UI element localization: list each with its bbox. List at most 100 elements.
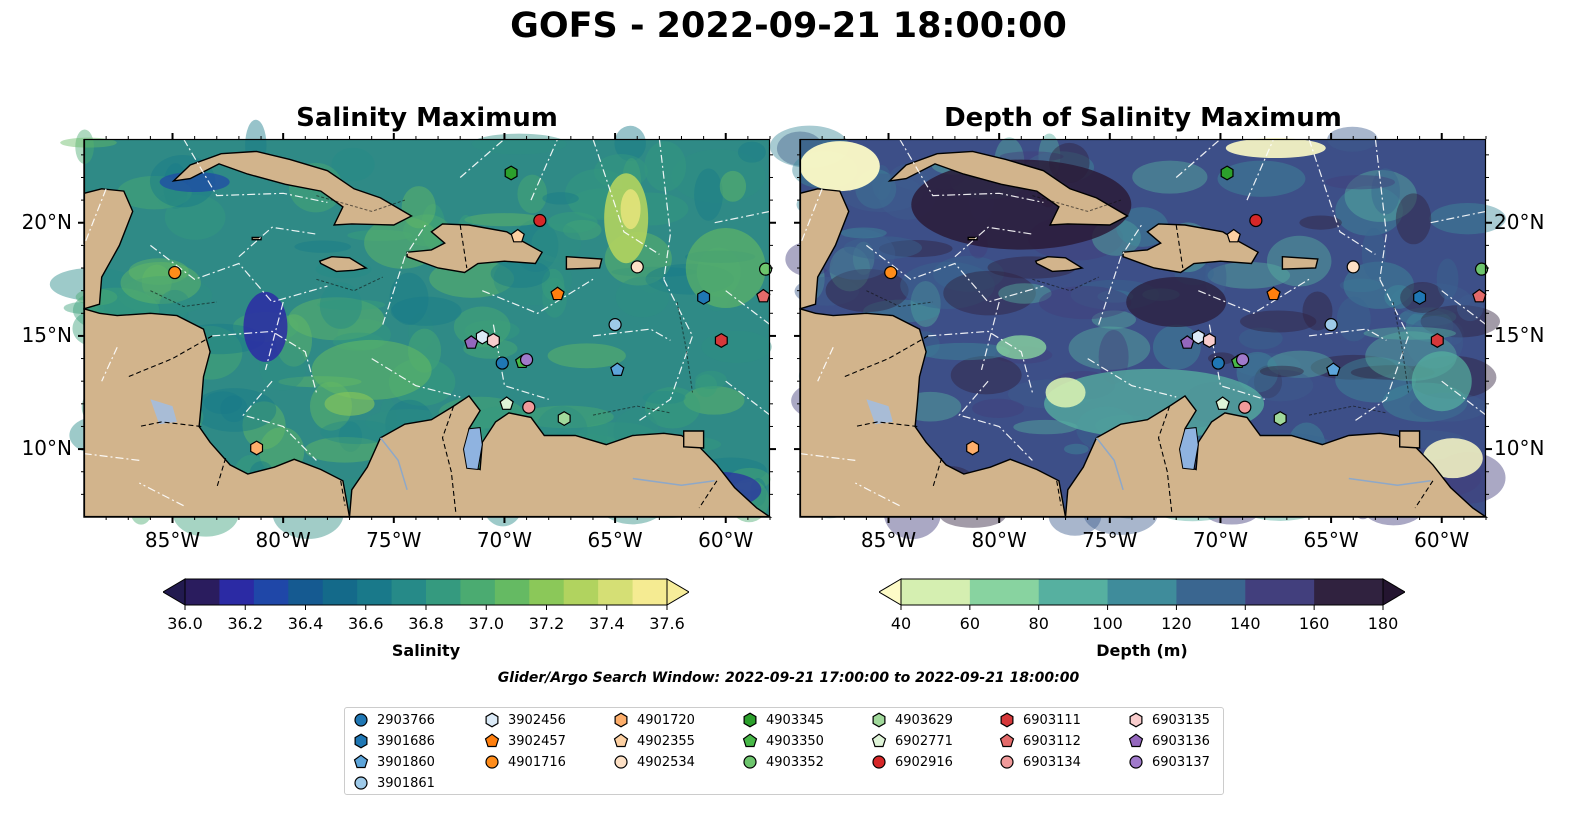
colorbar-tick-label: 36.8 [408, 614, 444, 633]
legend-item: 3901860 [353, 752, 435, 772]
legend-item: 4903345 [742, 710, 824, 730]
platform-marker-4901716 [884, 265, 898, 280]
legend-marker-3902456 [485, 712, 499, 728]
platform-marker-6903137 [519, 353, 534, 367]
legend-marker-4901720 [614, 712, 628, 728]
platform-marker-4903629 [557, 411, 571, 427]
legend-marker-6903112 [999, 733, 1015, 748]
legend-item: 3902457 [484, 731, 566, 751]
lon-tick-label: 70°W [476, 528, 533, 552]
platform-marker-6902771 [499, 396, 514, 410]
depth-panel-title: Depth of Salinity Maximum [944, 103, 1342, 133]
legend-item: 2903766 [353, 710, 435, 730]
legend-item: 6903111 [999, 710, 1081, 730]
platform-marker-4902355 [510, 228, 525, 243]
legend-label: 2903766 [377, 712, 435, 728]
legend-label: 3901860 [377, 754, 435, 770]
colorbar-tick-label: 36.2 [227, 614, 264, 633]
legend-label: 4903350 [766, 733, 824, 749]
platform-marker-6903134 [1238, 400, 1252, 414]
legend-marker-icon [1129, 712, 1143, 728]
colorbar-tick-label: 36.0 [167, 614, 203, 633]
salinity-colorbar-label: Salinity [391, 641, 461, 660]
colorbar-tick-label: 36.6 [347, 614, 384, 633]
legend-item: 4901716 [484, 752, 566, 772]
platform-marker-3901686 [697, 289, 711, 305]
legend-label: 6903134 [1023, 754, 1081, 770]
lat-tick-label: 15°N [1494, 322, 1545, 347]
legend-marker-icon [871, 733, 887, 748]
colorbar-tick-label: 120 [1161, 614, 1192, 633]
legend-marker-icon [485, 712, 499, 728]
legend-marker-6903135 [1129, 712, 1143, 728]
legend-marker-icon [1000, 712, 1014, 728]
platform-marker-6903135 [1202, 332, 1216, 348]
legend-marker-4902534 [614, 755, 628, 769]
legend-marker-icon [614, 712, 628, 728]
legend-marker-4903350 [742, 733, 758, 748]
lat-tick-label: 20°N [21, 209, 72, 234]
legend-item: 4902355 [613, 731, 695, 751]
lon-tick-label: 75°W [366, 528, 422, 552]
colorbar-tick-label: 60 [959, 614, 981, 633]
lon-tick-label: 65°W [1303, 528, 1359, 552]
colorbar-tick-label: 37.4 [588, 614, 625, 633]
legend-label: 6903112 [1023, 733, 1081, 749]
legend-item: 6903112 [999, 731, 1081, 751]
legend-marker-icon [743, 712, 757, 728]
platform-marker-3902457 [550, 286, 565, 301]
colorbar-tick-label: 37.2 [528, 614, 565, 633]
legend-marker-icon [613, 733, 629, 748]
legend-label: 6902916 [895, 754, 953, 770]
colorbar-tick-label: 100 [1092, 614, 1123, 633]
platform-marker-6903111 [1430, 332, 1444, 348]
lon-tick-label: 70°W [1192, 528, 1249, 552]
legend-marker-2903766 [354, 713, 368, 727]
colorbar-tick-label: 160 [1298, 614, 1330, 633]
legend-marker-icon [354, 733, 368, 749]
lat-tick-label: 15°N [21, 322, 72, 347]
platform-marker-6903112 [756, 288, 771, 303]
legend-marker-icon [353, 754, 369, 769]
legend-item: 6903134 [999, 752, 1081, 772]
legend-marker-3901860 [353, 754, 369, 769]
legend-marker-icon [872, 755, 886, 769]
legend-marker-icon [1129, 755, 1143, 769]
legend-label: 6902771 [895, 733, 953, 749]
legend-label: 4901720 [637, 712, 695, 728]
legend-item: 4902534 [613, 752, 695, 772]
lon-tick-label: 85°W [860, 528, 917, 552]
legend-marker-6902916 [872, 755, 886, 769]
legend-label: 4903345 [766, 712, 824, 728]
platform-marker-4903352 [758, 262, 773, 276]
platform-marker-4901716 [168, 265, 182, 280]
search-window-text: Glider/Argo Search Window: 2022-09-21 17… [497, 670, 1080, 686]
legend-marker-icon [742, 733, 758, 748]
legend-item: 4903629 [871, 710, 953, 730]
lat-tick-label: 10°N [21, 436, 72, 461]
depth-colorbar-label: Depth (m) [1096, 641, 1188, 660]
legend-label: 6903135 [1152, 712, 1210, 728]
platform-marker-4903352 [1474, 262, 1489, 276]
legend-item: 3901861 [353, 773, 435, 793]
platform-marker-6903112 [1472, 288, 1487, 303]
platform-marker-4902534 [1346, 260, 1360, 274]
legend-marker-6903137 [1129, 755, 1143, 769]
platform-marker-6902771 [1215, 396, 1230, 410]
legend-marker-icon [485, 755, 499, 769]
colorbar-tick-label: 180 [1367, 614, 1399, 633]
platform-marker-3901861 [1324, 318, 1338, 332]
legend-marker-icon [743, 755, 757, 769]
figure-title: GOFS - 2022-09-21 18:00:00 [510, 6, 1067, 46]
colorbar-tick-label: 37.6 [649, 614, 685, 633]
legend-marker-3901686 [354, 733, 368, 749]
legend-marker-4901716 [485, 755, 499, 769]
legend-marker-icon [614, 755, 628, 769]
lat-tick-label: 20°N [1494, 209, 1545, 234]
legend-marker-icon [1000, 755, 1014, 769]
lon-tick-label: 65°W [587, 528, 643, 552]
platform-marker-3901686 [1413, 289, 1427, 305]
legend-item: 6903136 [1128, 731, 1210, 751]
legend-label: 4903629 [895, 712, 953, 728]
depth-colorbar [879, 578, 1405, 610]
